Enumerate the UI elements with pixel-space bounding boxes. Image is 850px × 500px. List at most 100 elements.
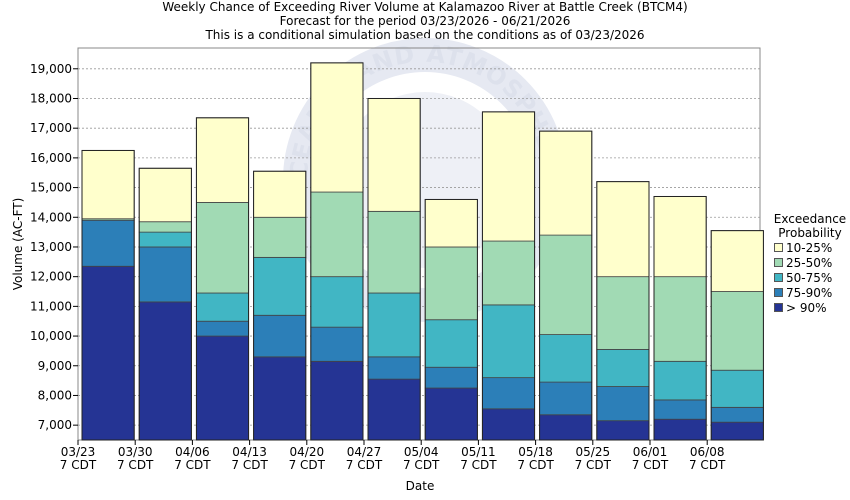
- chart-subtitle-period: Forecast for the period 03/23/2026 - 06/…: [279, 14, 571, 28]
- legend-item: 10-25%: [774, 240, 850, 255]
- x-tick-sublabel: 7 CDT: [346, 458, 383, 472]
- legend-item: 25-50%: [774, 255, 850, 270]
- x-tick-sublabel: 7 CDT: [174, 458, 211, 472]
- bar-segment-p10_25: [81, 150, 135, 220]
- bar-outline: [481, 111, 536, 441]
- y-tick-label: 15,000: [30, 181, 72, 195]
- legend-title: Exceedance Probability: [770, 212, 850, 240]
- x-tick-label: 03/23: [61, 445, 96, 459]
- bar-segment-p10_25: [195, 117, 249, 203]
- bar-segment-p75_90: [424, 366, 478, 389]
- legend-label: 75-90%: [786, 285, 833, 300]
- legend: Exceedance Probability 10-25% 25-50% 50-75…: [770, 212, 850, 315]
- bar-segment-p75_90: [253, 314, 307, 358]
- x-tick-label: 05/11: [461, 445, 496, 459]
- x-tick-sublabel: 7 CDT: [689, 458, 726, 472]
- y-tick-label: 18,000: [30, 91, 72, 105]
- bar-outline: [424, 198, 478, 441]
- bar-segment-p10_25: [310, 62, 364, 193]
- x-tick-label: 05/04: [404, 445, 439, 459]
- x-tick-sublabel: 7 CDT: [60, 458, 97, 472]
- x-tick-sublabel: 7 CDT: [289, 458, 326, 472]
- legend-swatch: [774, 303, 783, 312]
- legend-label: 50-75%: [786, 270, 833, 285]
- y-tick-label: 17,000: [30, 121, 72, 135]
- bar-segment-p25_50: [195, 202, 249, 294]
- x-tick-sublabel: 7 CDT: [575, 458, 612, 472]
- legend-swatch: [774, 243, 783, 252]
- bar-segment-gt90: [195, 335, 249, 441]
- bar-segment-gt90: [81, 265, 135, 441]
- legend-item: 75-90%: [774, 285, 850, 300]
- bar-outline: [367, 97, 421, 441]
- y-tick-label: 9,000: [38, 359, 72, 373]
- x-tick-sublabel: 7 CDT: [403, 458, 440, 472]
- x-axis-label: Date: [406, 479, 435, 493]
- x-tick-label: 04/20: [290, 445, 325, 459]
- x-tick-label: 04/06: [175, 445, 210, 459]
- bar-segment-p75_90: [195, 320, 249, 337]
- bar-segment-p75_90: [596, 386, 650, 422]
- bar-segment-p25_50: [710, 291, 764, 371]
- bar-segment-p25_50: [539, 234, 593, 335]
- bar-outline: [81, 149, 135, 441]
- bar-segment-gt90: [424, 387, 478, 441]
- y-tick-label: 8,000: [38, 388, 72, 402]
- x-tick-sublabel: 7 CDT: [231, 458, 268, 472]
- bar-segment-p50_75: [539, 334, 593, 383]
- bar-outline: [138, 167, 192, 441]
- chart-title-block: Weekly Chance of Exceeding River Volume …: [0, 0, 850, 42]
- x-tick-label: 04/13: [232, 445, 267, 459]
- bar-segment-p10_25: [653, 196, 707, 278]
- bar-segment-p75_90: [653, 399, 707, 420]
- bar-segment-p10_25: [481, 111, 535, 242]
- bar-segment-p50_75: [310, 276, 364, 328]
- bar-segment-p50_75: [424, 319, 478, 368]
- bar-outline: [195, 117, 250, 441]
- bar-outline: [710, 230, 764, 441]
- bar-segment-p10_25: [253, 170, 307, 218]
- x-tick-label: 05/25: [576, 445, 611, 459]
- plot-area: 7,000 8,000 9,000 10,000 11,000 12,000 13,000 1…: [11, 47, 764, 493]
- bar-segment-p75_90: [138, 246, 192, 303]
- bar-segment-p10_25: [596, 181, 650, 278]
- bar-segment-p75_90: [481, 377, 535, 410]
- bar-segment-p25_50: [653, 276, 707, 362]
- x-tick-label: 06/01: [633, 445, 668, 459]
- bar-segment-p75_90: [710, 406, 764, 423]
- bar-segment-p75_90: [81, 219, 135, 267]
- bar-segment-p75_90: [539, 381, 593, 416]
- legend-label: 10-25%: [786, 240, 833, 255]
- bar-segment-p25_50: [253, 216, 307, 258]
- bar-segment-gt90: [367, 378, 421, 441]
- x-tick-sublabel: 7 CDT: [517, 458, 554, 472]
- legend-label: > 90%: [786, 300, 827, 315]
- bar-segment-gt90: [310, 360, 364, 441]
- y-tick-label: 10,000: [30, 329, 72, 343]
- bar-segment-p25_50: [138, 221, 192, 233]
- y-tick-label: 14,000: [30, 210, 72, 224]
- x-tick-label: 04/27: [347, 445, 382, 459]
- y-tick-label: 12,000: [30, 270, 72, 284]
- x-tick-sublabel: 7 CDT: [117, 458, 154, 472]
- bar-segment-p25_50: [596, 276, 650, 350]
- bar-segment-p50_75: [710, 369, 764, 408]
- bar-outline: [310, 62, 364, 441]
- bar-segment-p75_90: [367, 356, 421, 380]
- y-tick-label: 7,000: [38, 418, 72, 432]
- bar-outline: [539, 130, 593, 441]
- bar-segment-p25_50: [481, 240, 535, 306]
- bar-segment-p50_75: [596, 349, 650, 387]
- chart-title: Weekly Chance of Exceeding River Volume …: [162, 0, 688, 14]
- legend-label: 25-50%: [786, 255, 833, 270]
- bar-segment-p50_75: [253, 256, 307, 316]
- x-tick-sublabel: 7 CDT: [460, 458, 497, 472]
- bar-segment-gt90: [710, 421, 764, 441]
- x-tick-label: 06/08: [690, 445, 725, 459]
- bar-segment-p10_25: [539, 130, 593, 236]
- y-axis-label: Volume (AC-FT): [11, 198, 25, 291]
- y-tick-label: 13,000: [30, 240, 72, 254]
- legend-item: > 90%: [774, 300, 850, 315]
- bar-outline: [653, 195, 707, 441]
- bar-segment-gt90: [138, 301, 192, 441]
